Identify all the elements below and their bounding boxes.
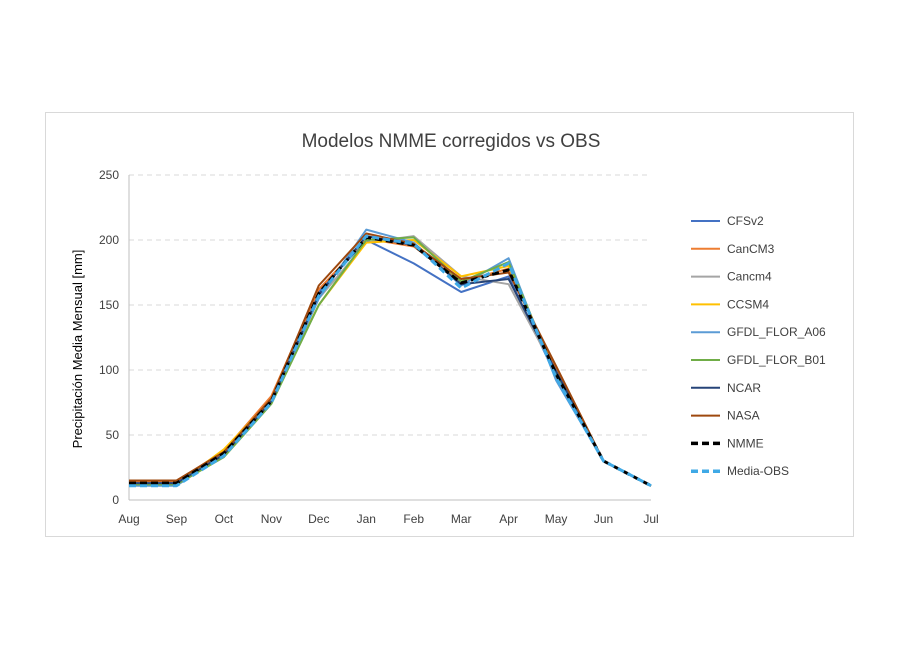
- x-tick-label: Mar: [451, 512, 472, 526]
- series-line-gfdl-flor-a06: [129, 228, 652, 487]
- series-line-nmme: [129, 235, 652, 488]
- legend-label-cfsv2: CFSv2: [727, 214, 764, 228]
- x-tick-label: Oct: [215, 512, 234, 526]
- x-tick-labels: Aug Sep Oct Nov Dec Jan Feb Mar Apr May Jun Jul: [118, 512, 658, 526]
- series-line-gfdl-flor-b01: [129, 236, 652, 487]
- x-tick-label: Jan: [357, 512, 376, 526]
- x-tick-label: Sep: [166, 512, 188, 526]
- y-tick-labels: 0 50 100 150 200 250: [99, 168, 119, 507]
- legend-label-nmme: NMME: [727, 436, 764, 450]
- legend-label-gfdl-flor-b01: GFDL_FLOR_B01: [727, 353, 826, 367]
- line-chart: Modelos NMME corregidos vs OBS Precipita…: [70, 131, 826, 526]
- legend-label-cancm3: CanCM3: [727, 242, 775, 256]
- series-line-cfsv2: [129, 239, 652, 487]
- series-line-ccsm4: [129, 239, 652, 487]
- y-tick-label: 250: [99, 168, 119, 182]
- legend: CFSv2 CanCM3 Cancm4 CCSM4 GFDL_FLOR_A06 GFDL_…: [691, 214, 826, 478]
- grid-lines: [129, 174, 651, 436]
- series-line-nasa: [129, 232, 652, 487]
- y-tick-label: 50: [106, 428, 120, 442]
- chart-title: Modelos NMME corregidos vs OBS: [302, 131, 601, 152]
- series-line-cancm4: [129, 235, 652, 487]
- x-tick-label: Jun: [594, 512, 613, 526]
- series-line-media-obs: [129, 234, 652, 488]
- legend-label-ncar: NCAR: [727, 381, 761, 395]
- x-tick-label: Dec: [308, 512, 329, 526]
- y-tick-label: 0: [112, 493, 119, 507]
- legend-label-cancm4: Cancm4: [727, 270, 772, 284]
- x-tick-label: May: [545, 512, 568, 526]
- legend-label-ccsm4: CCSM4: [727, 297, 769, 311]
- x-tick-label: Jul: [643, 512, 658, 526]
- y-tick-label: 200: [99, 233, 119, 247]
- x-tick-label: Aug: [118, 512, 139, 526]
- series-lines: [129, 228, 652, 488]
- chart-frame: Modelos NMME corregidos vs OBS Precipita…: [45, 112, 854, 537]
- y-axis-label: Precipitación Media Mensual [mm]: [70, 250, 85, 449]
- y-tick-label: 150: [99, 298, 119, 312]
- legend-label-nasa: NASA: [727, 409, 760, 423]
- x-tick-label: Nov: [261, 512, 282, 526]
- legend-label-gfdl-flor-a06: GFDL_FLOR_A06: [727, 325, 826, 339]
- series-line-cancm3: [129, 237, 652, 487]
- axes: [128, 175, 651, 501]
- legend-label-media-obs: Media-OBS: [727, 464, 789, 478]
- x-tick-label: Feb: [403, 512, 424, 526]
- y-tick-label: 100: [99, 363, 119, 377]
- series-line-ncar: [129, 235, 652, 487]
- x-tick-label: Apr: [499, 512, 518, 526]
